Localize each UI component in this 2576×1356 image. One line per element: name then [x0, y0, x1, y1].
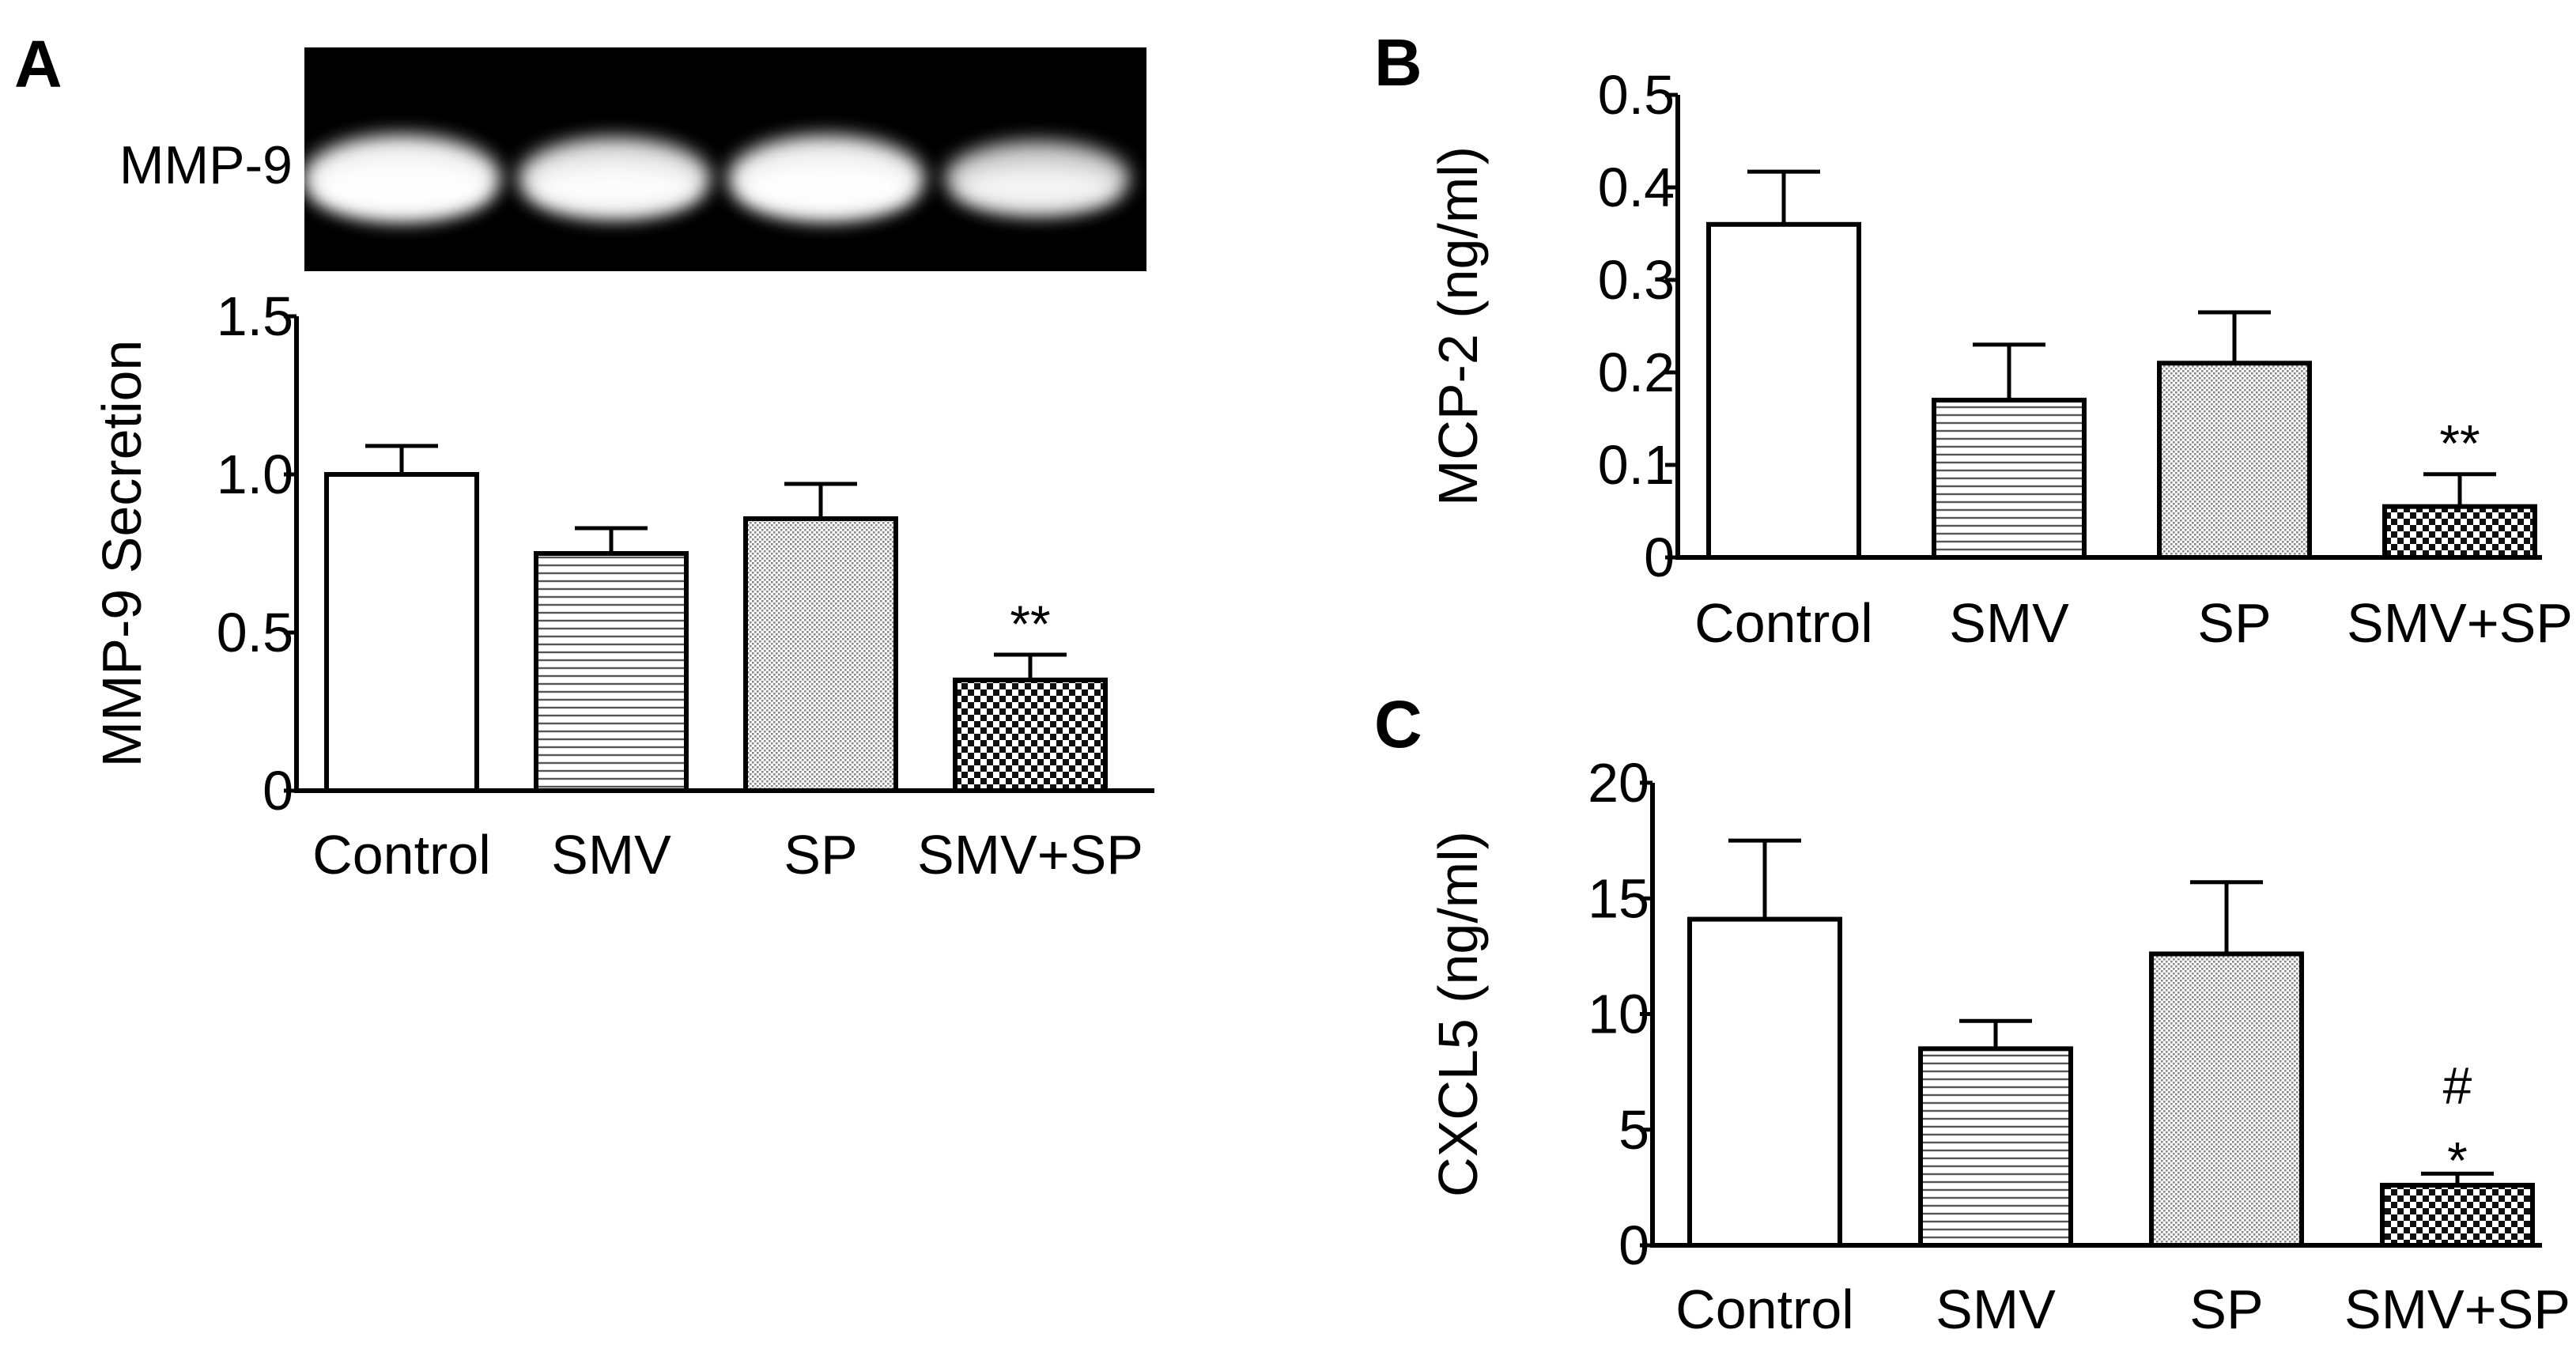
panel-b: B 0 0.1 0.2 0.3 0.4 0.5 Control SMV SP SMV+SP MCP-… [1374, 25, 2573, 654]
panel-c: C 0 5 10 15 20 Control SMV SP SMV+SP CXCL5 (ng/ml… [1374, 687, 2570, 1340]
y-tick-label: 0 [263, 760, 293, 822]
x-tick-label: SMV+SP [2347, 592, 2573, 654]
x-tick-label: SP [784, 824, 857, 886]
y-tick-label: 1.5 [217, 285, 293, 347]
significance-label: ** [1010, 595, 1050, 653]
significance-label: ** [2439, 414, 2480, 473]
x-tick-label: SP [2197, 592, 2271, 654]
chart-c: 0 5 10 15 20 Control SMV SP SMV+SP CXCL5 (ng/ml) *… [1427, 752, 2570, 1340]
y-axis-title: MCP-2 (ng/ml) [1427, 146, 1489, 506]
bar-smv-sp [953, 678, 1108, 793]
x-tick-label: Control [1694, 592, 1873, 654]
gel-band [945, 141, 1130, 215]
gel-image [303, 47, 1146, 271]
y-tick-label: 0.5 [217, 602, 293, 663]
y-tick-label: 15 [1588, 867, 1649, 929]
bar-sp [2157, 361, 2312, 560]
bar-smv [534, 551, 689, 793]
y-tick-label: 0.2 [1598, 342, 1675, 403]
bar-control [324, 472, 479, 793]
x-tick-label: Control [312, 824, 491, 886]
bar-smv [1918, 1046, 2073, 1248]
x-tick-label: SMV+SP [917, 824, 1143, 886]
bar-smv-sp [2382, 504, 2537, 561]
y-tick-label: 10 [1588, 984, 1649, 1045]
y-tick-label: 0.5 [1598, 64, 1675, 126]
significance-label: # [2443, 1056, 2472, 1114]
bar-sp [743, 516, 898, 793]
y-tick-label: 0 [1618, 1214, 1649, 1276]
x-tick-label: Control [1675, 1279, 1854, 1340]
y-tick-label: 20 [1588, 752, 1649, 814]
bar-sp [2149, 951, 2304, 1248]
y-tick-label: 5 [1618, 1099, 1649, 1161]
x-tick-label: SMV [1949, 592, 2069, 654]
gel-band [303, 134, 500, 221]
y-tick-label: 0.1 [1598, 434, 1675, 496]
x-tick-label: SMV [1936, 1279, 2056, 1340]
y-axis-title: CXCL5 (ng/ml) [1427, 831, 1489, 1197]
y-tick-label: 0.3 [1598, 249, 1675, 311]
bar-control [1687, 916, 1842, 1248]
x-tick-label: SP [2189, 1279, 2263, 1340]
chart-a: 0 0.5 1.0 1.5 Control SMV SP SMV+SP MMP-9 Secret… [91, 285, 1154, 886]
gel-band [518, 137, 711, 219]
y-axis-title: MMP-9 Secretion [91, 340, 153, 768]
bar-smv [1932, 398, 2087, 560]
panel-letter-a: A [14, 27, 62, 101]
panel-a: A MMP-9 0 0.5 1.0 1.5 Control SMV SP SMV+SP MMP-… [14, 27, 1154, 886]
gel-label: MMP-9 [119, 135, 293, 195]
y-tick-label: 0 [1644, 527, 1675, 588]
chart-b: 0 0.1 0.2 0.3 0.4 0.5 Control SMV SP SMV+SP MCP-2 … [1427, 64, 2573, 654]
bar-smv-sp [2380, 1182, 2535, 1248]
significance-label: * [2447, 1131, 2468, 1189]
bar-control [1706, 221, 1861, 560]
y-tick-label: 0.4 [1598, 157, 1675, 218]
panel-letter-b: B [1374, 25, 1422, 100]
y-tick-label: 1.0 [217, 444, 293, 505]
x-tick-label: SMV+SP [2344, 1279, 2570, 1340]
x-tick-label: SMV [551, 824, 671, 886]
gel-band [728, 135, 924, 221]
panel-letter-c: C [1374, 687, 1422, 761]
